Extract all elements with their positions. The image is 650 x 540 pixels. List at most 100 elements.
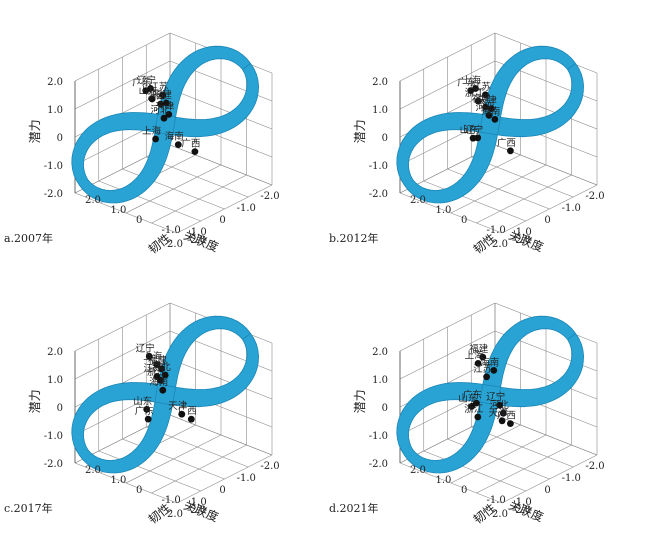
z-tick-label: -2.0 <box>369 459 388 470</box>
data-point <box>474 360 482 367</box>
point-label: 江苏 <box>472 81 492 93</box>
point-label: 广东 <box>135 405 154 417</box>
ribbon-band <box>71 45 260 204</box>
point-label: 江苏 <box>473 363 493 375</box>
data-point <box>491 116 499 123</box>
data-point <box>143 406 151 413</box>
point-label: 山东 <box>460 124 479 136</box>
data-point <box>191 148 199 156</box>
y-tick-label: -2.0 <box>512 505 531 516</box>
point-label: 浙江 <box>465 87 485 99</box>
z-tick-label: 2.0 <box>47 347 63 358</box>
point-label: 福建 <box>148 355 168 367</box>
z-tick-label: 1.0 <box>372 105 388 116</box>
chart-svg: -2.0-1.001.02.0-2.0-1.001.02.0 -2.0-1.001… <box>4 32 280 257</box>
x-tick-label: -2.0 <box>585 191 604 202</box>
data-point <box>507 420 514 427</box>
data-point <box>482 103 489 111</box>
y-tick-label: 2.0 <box>85 465 101 476</box>
tick-labels: -2.0-1.001.02.0-2.0-1.001.02.0 -2.0-1.001… <box>369 347 605 520</box>
data-point <box>469 134 477 142</box>
chart-panel-2: -2.0 -1.0 0 1.0 2.0 -2.0 -1.0 0 1.0 2.0 -2.0 -1.0 0 1… <box>325 0 650 270</box>
point-label: 上海 <box>143 350 163 362</box>
y-tick-label: 0 <box>461 215 467 226</box>
data-point <box>488 105 495 112</box>
data-point <box>159 386 167 394</box>
point-label: 天津 <box>168 401 188 412</box>
chart-panel-3: -2.0 -1.0 0 1.0 2.0 -2.0 -1.0 0 1.0 2.0 -2.0 -1.0 0 1… <box>0 270 325 540</box>
point-label: 山东 <box>458 392 477 404</box>
data-point <box>160 114 168 122</box>
point-label: 天津 <box>155 101 175 112</box>
data-point <box>157 376 164 384</box>
z-tick-label: 2.0 <box>372 347 388 358</box>
y-tick-label: 2.0 <box>410 465 426 476</box>
data-point <box>153 361 161 368</box>
x-tick-label: 1.0 <box>191 497 207 508</box>
tick-labels: -2.0-1.001.02.0-2.0-1.001.02.0 -2.0-1.001… <box>369 77 605 250</box>
y-tick-label: -2.0 <box>512 235 531 246</box>
data-point <box>163 99 170 107</box>
point-label: 海南 <box>480 356 499 368</box>
x-tick-label: -1.0 <box>237 203 256 214</box>
point-label: 山东 <box>133 395 152 407</box>
point-label: 江苏 <box>143 362 163 374</box>
data-point <box>174 141 182 149</box>
y-tick-label: 0 <box>461 485 467 496</box>
point-label: 江苏 <box>149 81 169 93</box>
point-label: 广东 <box>457 77 476 89</box>
point-label: 广东 <box>463 389 482 401</box>
ribbon <box>396 45 585 204</box>
z-tick-label: 0 <box>382 133 388 144</box>
point-label: 浙江 <box>147 90 167 102</box>
point-label: 上海 <box>465 349 485 361</box>
data-point <box>159 91 167 99</box>
point-label: 辽宁 <box>486 391 505 403</box>
x-tick-label: 1.0 <box>516 497 532 508</box>
x-tick-label: 0 <box>544 485 550 496</box>
y-tick-label: -1.0 <box>487 495 506 506</box>
ribbon <box>71 45 260 204</box>
point-label: 辽宁 <box>136 342 155 354</box>
point-label: 福建 <box>472 93 492 105</box>
x-tick-label: -1.0 <box>562 203 581 214</box>
data-point <box>474 97 482 105</box>
z-tick-label: -2.0 <box>44 189 63 200</box>
data-point <box>499 409 507 417</box>
data-point <box>158 365 165 373</box>
z-tick-label: 1.0 <box>47 105 63 116</box>
z-tick-label: 0 <box>57 403 63 414</box>
x-tick-label: 1.0 <box>516 227 532 238</box>
data-point <box>468 402 476 410</box>
z-tick-label: 1.0 <box>47 375 63 386</box>
z-tick-label: 2.0 <box>47 77 63 88</box>
z-tick-label: -1.0 <box>369 161 388 172</box>
panel-caption: c.2017年 <box>4 501 53 515</box>
y-tick-label: -1.0 <box>487 225 506 236</box>
point-label: 广西 <box>497 410 516 422</box>
point-label: 广西 <box>181 138 200 150</box>
panel-caption: a.2007年 <box>4 231 53 245</box>
tick-labels: -2.0-1.001.02.0-2.0-1.001.02.0 -2.0-1.001… <box>44 77 280 250</box>
data-point <box>479 353 487 361</box>
x-tick-label: 0 <box>544 215 550 226</box>
chart-svg: -2.0-1.001.02.0-2.0-1.001.02.0 -2.0-1.001… <box>329 32 605 257</box>
y-tick-label: 1.0 <box>436 475 452 486</box>
data-point <box>467 87 475 94</box>
point-label: 上海 <box>142 125 162 137</box>
y-tick-label: 1.0 <box>436 205 452 216</box>
ribbon-band <box>396 45 585 204</box>
x-tick-label: 0 <box>219 215 225 226</box>
z-tick-label: -2.0 <box>369 189 388 200</box>
ribbon <box>71 315 260 474</box>
x-tick-label: 2.0 <box>492 239 508 250</box>
chart-panel-4: -2.0 -1.0 0 1.0 2.0 -2.0 -1.0 0 1.0 2.0 -2.0 -1.0 0 1… <box>325 270 650 540</box>
y-tick-label: -1.0 <box>162 495 181 506</box>
x-tick-label: -2.0 <box>260 461 279 472</box>
z-tick-label: 0 <box>382 403 388 414</box>
chart-svg: -2.0-1.001.02.0-2.0-1.001.02.0 -2.0-1.001… <box>329 302 605 527</box>
y-tick-label: 0 <box>136 215 142 226</box>
